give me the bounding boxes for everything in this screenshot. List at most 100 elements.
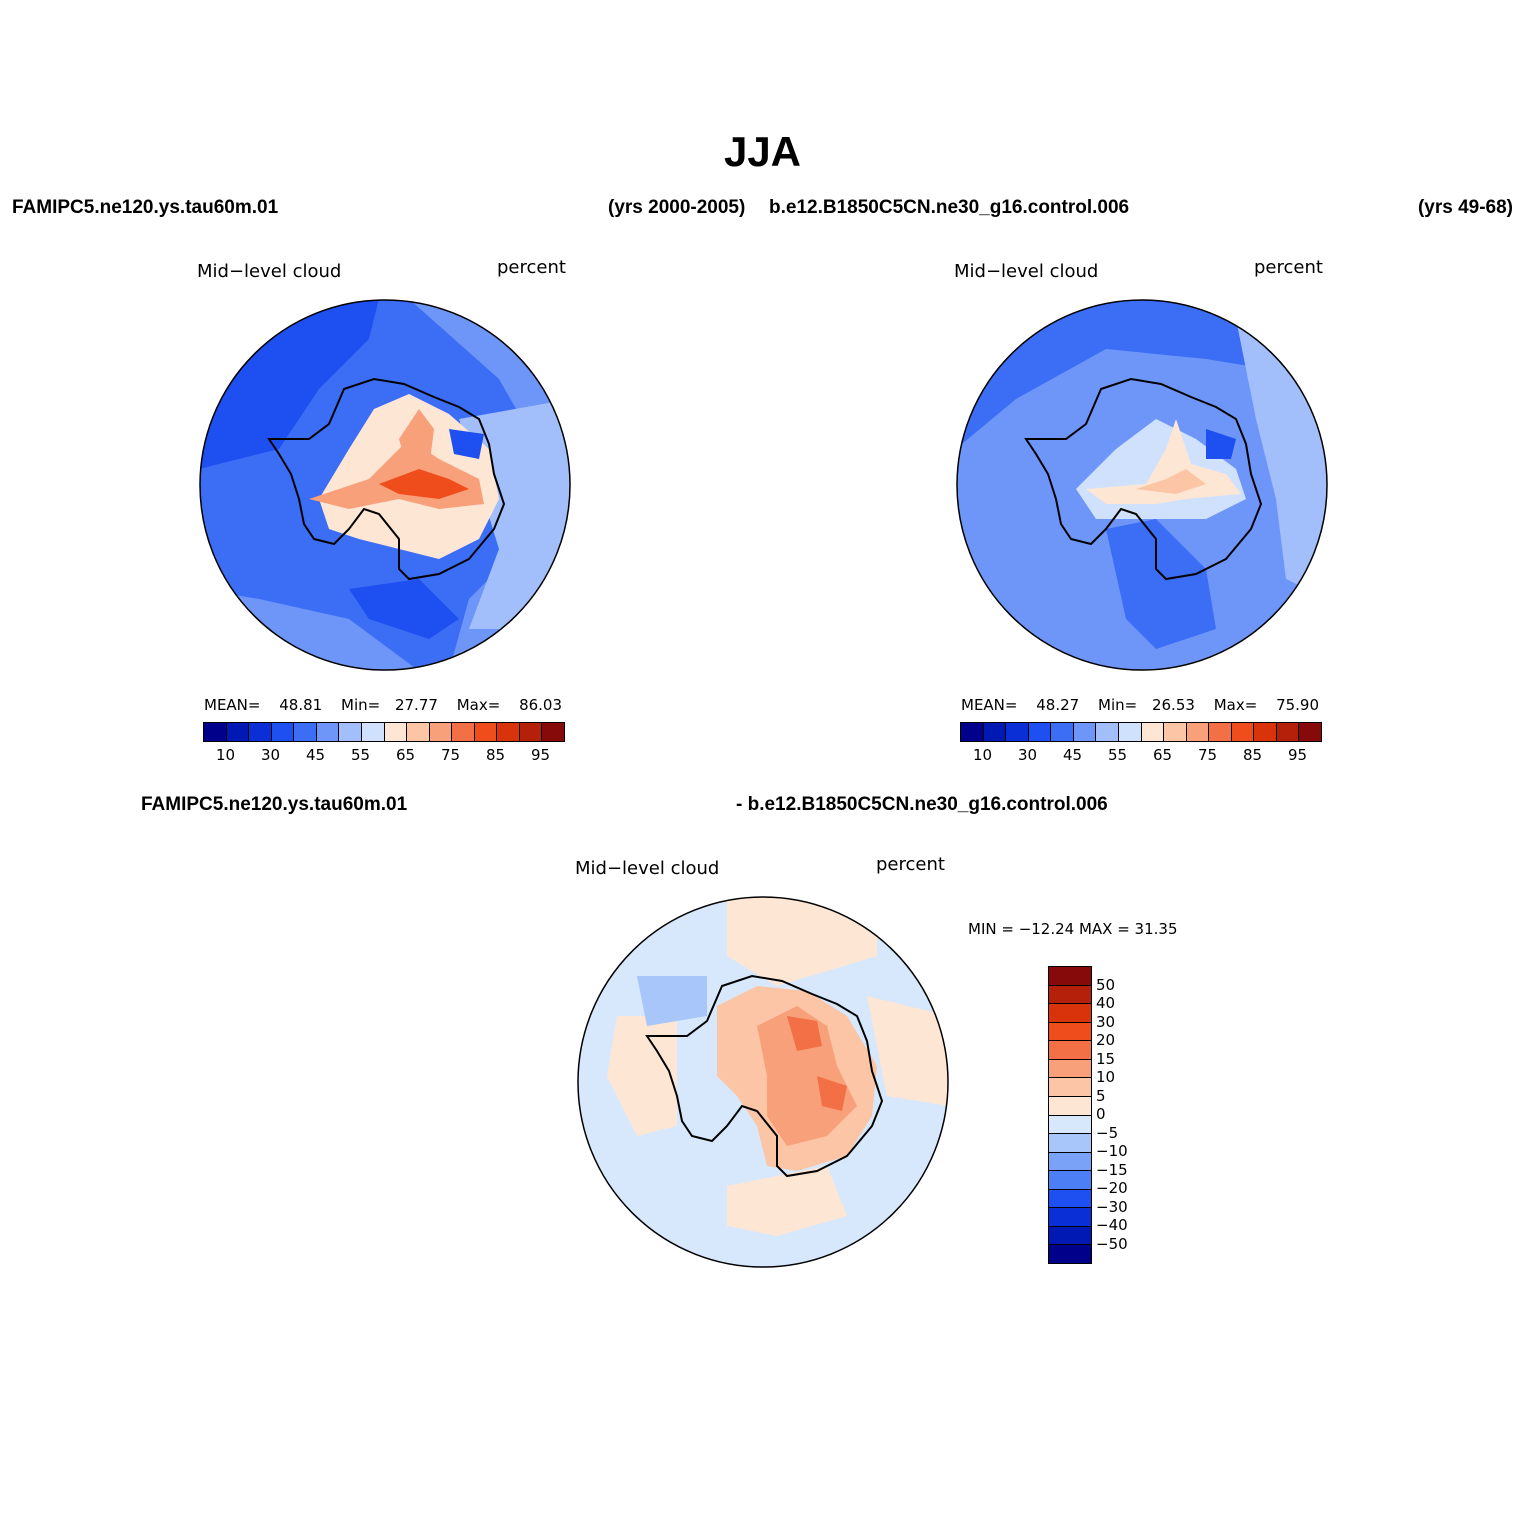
panel1-max-value: 86.03	[519, 696, 563, 714]
panel2-mean-label: MEAN=	[961, 696, 1018, 714]
colorbar-tick-label: 10	[972, 746, 993, 764]
colorbar-tick-label: 30	[1017, 746, 1038, 764]
colorbar-swatch	[982, 723, 1006, 741]
antarctica-coastline	[267, 377, 506, 581]
colorbar-tick-label: 95	[530, 746, 551, 764]
colorbar-swatch	[315, 723, 339, 741]
colorbar-swatch	[225, 723, 249, 741]
panel3-variable: Mid−level cloud	[575, 858, 720, 879]
colorbar-swatch	[383, 723, 407, 741]
colorbar-swatch	[496, 723, 519, 741]
colorbar-swatch	[1049, 1188, 1091, 1208]
panel1-variable: Mid−level cloud	[197, 261, 342, 282]
colorbar-tick-label: −20	[1096, 1179, 1128, 1197]
panel1-max-label: Max=	[456, 696, 501, 714]
colorbar-swatch	[1049, 1170, 1091, 1189]
figure-title: JJA	[723, 128, 802, 175]
colorbar-swatch	[1049, 1133, 1091, 1152]
colorbar-swatch	[1049, 1058, 1091, 1078]
panel1-min-value: 27.77	[394, 696, 438, 714]
colorbar-swatch	[1185, 723, 1209, 741]
colorbar-tick-label: 55	[350, 746, 371, 764]
colorbar-tick-label: 75	[1197, 746, 1218, 764]
colorbar-swatch	[1049, 1151, 1091, 1171]
colorbar-tick-label: 50	[1096, 975, 1116, 994]
colorbar-swatch	[1049, 1077, 1091, 1096]
colorbar-swatch	[1049, 1021, 1091, 1041]
colorbar-swatch	[270, 723, 294, 741]
panel2-min-label: Min=	[1098, 696, 1138, 714]
panel2-units: percent	[1254, 257, 1323, 278]
colorbar-swatch	[1049, 1003, 1091, 1022]
colorbar-tick-label: −40	[1096, 1216, 1128, 1234]
colorbar-swatch	[1253, 723, 1276, 741]
panel1-colorbar	[203, 722, 565, 742]
panel3-units: percent	[876, 854, 945, 875]
panel3-polar-map	[577, 896, 949, 1268]
colorbar-swatch	[1208, 723, 1231, 741]
colorbar-swatch	[1275, 723, 1299, 741]
colorbar-swatch	[1049, 1225, 1091, 1245]
colorbar-swatch	[518, 723, 542, 741]
panel2-min-value: 26.53	[1151, 696, 1195, 714]
colorbar-tick-label: 5	[1096, 1086, 1106, 1105]
colorbar-swatch	[1005, 723, 1028, 741]
panel3-colorbar-ticks: 50 40 30 20 15 10 5 0 −5 −10 −15 −20 −30 −40 −50	[1096, 966, 1156, 1262]
colorbar-swatch	[1027, 723, 1051, 741]
panel1-mean-value: 48.81	[279, 696, 323, 714]
case1-name: FAMIPC5.ne120.ys.tau60m.01	[12, 197, 279, 218]
colorbar-tick-label: 40	[1096, 994, 1116, 1012]
colorbar-tick-label: 95	[1287, 746, 1308, 764]
colorbar-swatch	[1163, 723, 1186, 741]
colorbar-tick-label: 65	[1152, 746, 1173, 764]
colorbar-tick-label: −5	[1096, 1123, 1119, 1142]
colorbar-tick-label: −15	[1096, 1160, 1128, 1179]
case2-years: (yrs 49-68)	[1417, 197, 1513, 218]
colorbar-swatch	[473, 723, 497, 741]
case1-years: (yrs 2000-2005)	[608, 197, 746, 218]
colorbar-swatch	[541, 723, 564, 741]
colorbar-swatch	[406, 723, 429, 741]
colorbar-tick-label: −50	[1096, 1234, 1128, 1253]
colorbar-swatch	[1095, 723, 1118, 741]
colorbar-swatch	[1072, 723, 1096, 741]
colorbar-swatch	[961, 723, 983, 741]
colorbar-tick-label: 65	[395, 746, 416, 764]
panel1-mean-label: MEAN=	[204, 696, 261, 714]
colorbar-tick-label: 0	[1096, 1105, 1106, 1123]
colorbar-tick-label: 45	[1062, 746, 1083, 764]
colorbar-tick-label: 10	[1096, 1068, 1116, 1086]
colorbar-swatch	[293, 723, 316, 741]
colorbar-tick-label: 55	[1107, 746, 1128, 764]
colorbar-tick-label: 30	[260, 746, 281, 764]
panel1-min-label: Min=	[341, 696, 381, 714]
panel2-colorbar-ticks: 10 30 45 55 65 75 85 95	[960, 746, 1320, 766]
colorbar-swatch	[1117, 723, 1141, 741]
colorbar-swatch	[1049, 1244, 1091, 1263]
panel3-colorbar	[1048, 966, 1092, 1264]
colorbar-swatch	[1049, 1095, 1091, 1115]
colorbar-swatch	[428, 723, 452, 741]
panel2-variable: Mid−level cloud	[954, 261, 1099, 282]
colorbar-tick-label: −30	[1096, 1197, 1128, 1216]
diff-title-left: FAMIPC5.ne120.ys.tau60m.01	[141, 794, 408, 815]
panel1-polar-map	[199, 299, 571, 671]
panel2-max-value: 75.90	[1276, 696, 1320, 714]
colorbar-tick-label: 85	[1242, 746, 1263, 764]
antarctica-coastline	[1024, 377, 1263, 581]
colorbar-swatch	[1049, 984, 1091, 1004]
colorbar-swatch	[338, 723, 361, 741]
diff-title-right: - b.e12.B1850C5CN.ne30_g16.control.006	[736, 794, 1108, 815]
colorbar-tick-label: 10	[215, 746, 236, 764]
colorbar-swatch	[1140, 723, 1164, 741]
colorbar-tick-label: 75	[440, 746, 461, 764]
colorbar-swatch	[1049, 1114, 1091, 1134]
colorbar-swatch	[451, 723, 474, 741]
panel2-colorbar	[960, 722, 1322, 742]
colorbar-swatch	[1050, 723, 1073, 741]
colorbar-swatch	[204, 723, 226, 741]
colorbar-tick-label: 30	[1096, 1012, 1116, 1031]
colorbar-tick-label: 45	[305, 746, 326, 764]
colorbar-swatch	[1049, 1207, 1091, 1226]
colorbar-swatch	[360, 723, 384, 741]
